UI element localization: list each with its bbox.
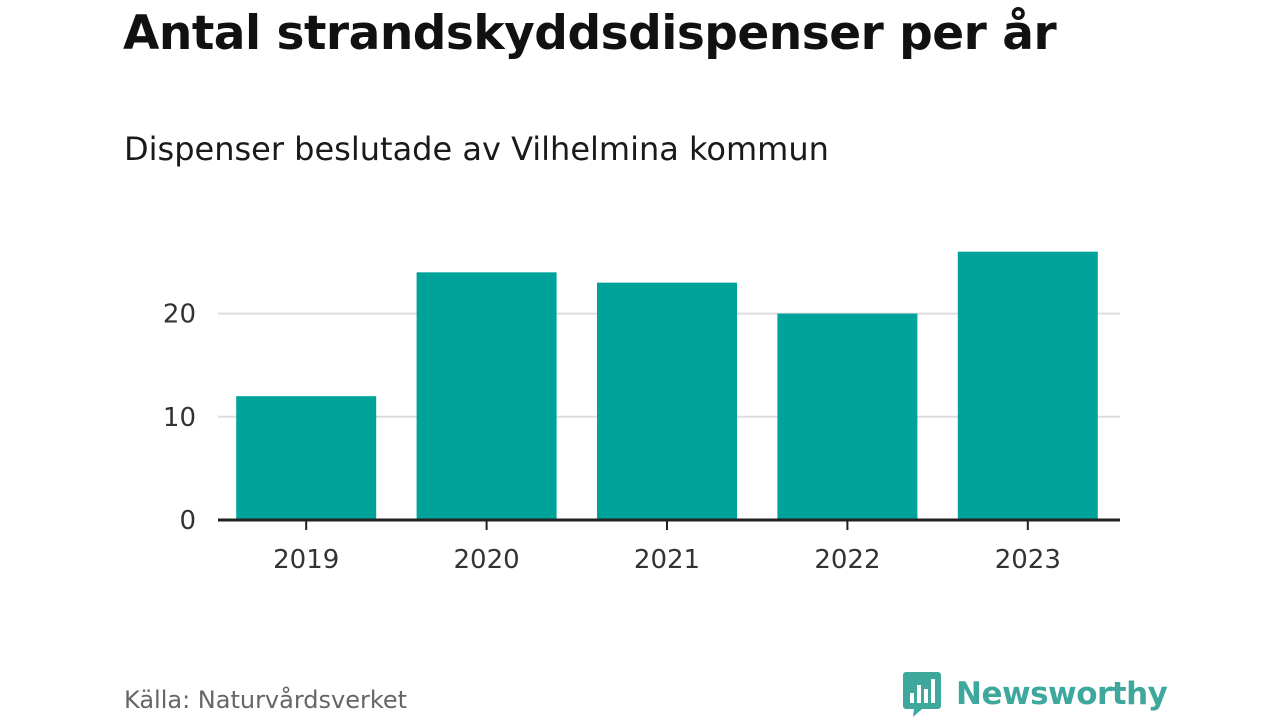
source-note: Källa: Naturvårdsverket	[124, 686, 408, 714]
x-axis-labels: 2019 2020 2021 2022 2023	[273, 545, 1061, 575]
x-tick-label-2021: 2021	[634, 545, 700, 575]
brand-name: Newsworthy	[956, 676, 1168, 712]
bar-2020	[416, 272, 557, 520]
y-tick-label-20: 20	[163, 300, 196, 330]
bar-2022	[777, 313, 918, 520]
y-axis-labels: 0 10 20	[163, 300, 196, 536]
x-tick-label-2020: 2020	[454, 545, 520, 575]
newsworthy-logo-icon	[903, 672, 941, 717]
chart-subtitle: Dispenser beslutade av Vilhelmina kommun	[124, 130, 829, 168]
y-tick-label-0: 0	[179, 506, 196, 536]
x-tick-label-2019: 2019	[273, 545, 339, 575]
bar-2023	[957, 251, 1098, 520]
bars	[236, 251, 1098, 520]
x-axis	[218, 518, 1120, 530]
chart-title: Antal strandskyddsdispenser per år	[123, 6, 1057, 61]
bar-2021	[597, 282, 737, 520]
x-tick-label-2022: 2022	[814, 545, 880, 575]
newsworthy-logo: Newsworthy	[902, 670, 1168, 718]
bar-2019	[236, 396, 377, 520]
x-tick-label-2023: 2023	[995, 545, 1061, 575]
y-tick-label-10: 10	[163, 403, 196, 433]
